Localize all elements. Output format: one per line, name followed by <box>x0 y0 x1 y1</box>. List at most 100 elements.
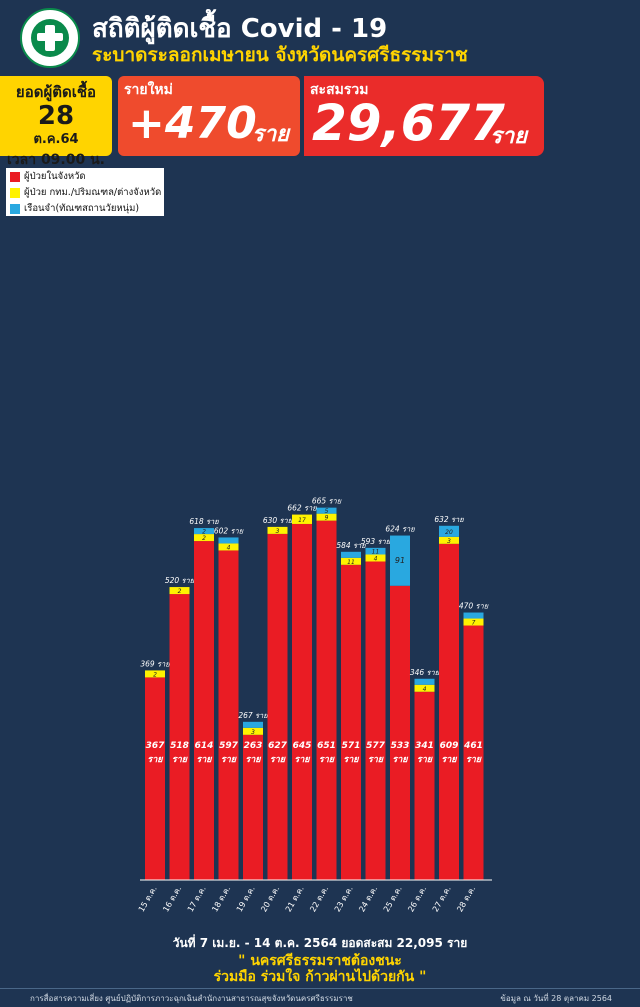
bar-red-10 <box>390 585 410 880</box>
date-box-time: เวลา 09.00 น. <box>6 152 105 168</box>
bar-yellow-4 <box>243 727 263 735</box>
bar-value-label-11: 341 <box>415 741 434 751</box>
bar-yellow-label-4: 3 <box>251 729 255 736</box>
x-tick-label-4: 19 ต.ค. <box>235 885 257 914</box>
bar-yellow-0 <box>145 670 165 678</box>
new-cases-value: +470 <box>128 98 257 149</box>
bar-total-label-8: 584 ราย <box>336 541 366 550</box>
total-cases-box: สะสมรวม 29,677 ราย <box>304 76 544 156</box>
bar-yellow-8 <box>341 557 361 565</box>
bar-blue-2 <box>194 528 214 535</box>
bar-unit-label-7: ราย <box>319 755 336 765</box>
bar-red-8 <box>341 564 361 880</box>
legend-swatch-red <box>10 171 20 182</box>
bar-unit-label-8: ราย <box>343 755 360 765</box>
bar-yellow-label-11: 4 <box>423 686 427 693</box>
bar-total-label-11: 346 ราย <box>410 668 440 677</box>
bar-blue-label-2: 2 <box>202 529 206 536</box>
bar-yellow-label-1: 2 <box>178 588 182 595</box>
x-tick-label-2: 17 ต.ค. <box>186 885 208 914</box>
total-cases-label: สะสมรวม <box>310 82 369 98</box>
bar-blue-10 <box>390 535 410 586</box>
bar-red-2 <box>194 541 214 880</box>
x-tick-label-5: 20 ต.ค. <box>259 885 281 914</box>
legend-item-prison: เรือนจำ(ทัณฑสถานวัยหนุ่ม) <box>10 201 164 216</box>
data-date: ข้อมูล ณ วันที่ 28 ตุลาคม 2564 <box>500 994 612 1003</box>
new-cases-unit: ราย <box>252 122 290 147</box>
bar-value-label-6: 645 <box>293 741 312 751</box>
legend-swatch-yellow <box>10 187 20 198</box>
bar-value-label-4: 263 <box>244 741 263 751</box>
bar-unit-label-10: ราย <box>392 755 409 765</box>
bar-yellow-9 <box>365 554 386 562</box>
bar-value-label-8: 571 <box>342 741 361 751</box>
bar-value-label-12: 609 <box>440 741 459 751</box>
bar-value-label-7: 651 <box>317 741 336 751</box>
ministry-logo <box>20 8 80 68</box>
date-box-heading: ยอดผู้ติดเชื้อ <box>15 83 97 101</box>
bar-unit-label-2: ราย <box>196 755 213 765</box>
bar-total-label-6: 662 ราย <box>287 504 317 513</box>
bar-yellow-2 <box>194 534 214 542</box>
bar-yellow-label-3: 4 <box>227 544 231 551</box>
bar-red-5 <box>267 533 288 880</box>
bar-blue-9 <box>365 547 386 555</box>
x-tick-label-8: 23 ต.ค. <box>333 885 355 914</box>
bar-red-6 <box>292 523 312 880</box>
x-tick-label-10: 25 ต.ค. <box>382 885 404 914</box>
bar-red-7 <box>316 520 337 880</box>
bar-yellow-13 <box>463 618 484 626</box>
bar-blue-label-12: 20 <box>445 529 453 536</box>
bar-total-label-1: 520 ราย <box>165 576 195 585</box>
bar-blue-12 <box>439 525 459 537</box>
bar-total-label-12: 632 ราย <box>434 515 464 524</box>
bar-unit-label-6: ราย <box>294 755 311 765</box>
bar-red-4 <box>243 734 263 880</box>
new-cases-box: รายใหม่ +470 ราย <box>118 76 300 156</box>
bar-unit-label-5: ราย <box>270 755 287 765</box>
legend-swatch-blue <box>10 203 20 214</box>
bar-value-label-9: 577 <box>366 741 386 751</box>
bar-total-label-2: 618 ราย <box>189 517 219 526</box>
x-tick-label-13: 28 ต.ค. <box>455 885 477 914</box>
bar-value-label-2: 614 <box>195 741 214 751</box>
bar-total-label-10: 624 ราย <box>385 525 415 534</box>
bar-yellow-5 <box>267 526 288 534</box>
x-tick-label-0: 15 ต.ค. <box>137 885 159 914</box>
total-cases-value: 29,677 <box>312 94 505 152</box>
bar-red-3 <box>218 550 239 880</box>
bar-yellow-label-9: 4 <box>374 555 378 562</box>
bar-blue-8 <box>341 551 361 558</box>
bar-yellow-3 <box>218 543 239 551</box>
bar-value-label-3: 597 <box>219 741 239 751</box>
bar-blue-3 <box>218 537 239 544</box>
summary-text: วันที่ 7 เม.ย. - 14 ต.ค. 2564 ยอดสะสม 22… <box>172 936 468 950</box>
x-tick-label-6: 21 ต.ค. <box>284 885 306 914</box>
bar-unit-label-9: ราย <box>368 755 385 765</box>
new-cases-label: รายใหม่ <box>124 82 173 98</box>
bar-yellow-label-5: 3 <box>276 528 280 535</box>
source-credit: การสื่อสารความเสี่ยง ศูนย์ปฏิบัติการภาวะ… <box>30 994 353 1003</box>
legend-label-prison: เรือนจำ(ทัณฑสถานวัยหนุ่ม) <box>24 203 140 214</box>
bar-unit-label-4: ราย <box>245 755 262 765</box>
bar-blue-label-9: 11 <box>372 549 380 556</box>
bar-total-label-5: 630 ราย <box>263 516 293 525</box>
x-tick-label-7: 22 ต.ค. <box>308 885 330 914</box>
bar-yellow-label-12: 3 <box>447 538 451 545</box>
bar-yellow-label-0: 2 <box>153 671 157 678</box>
bar-total-label-0: 369 ราย <box>140 659 170 668</box>
bar-total-label-3: 602 ราย <box>214 526 244 535</box>
bar-red-12 <box>439 543 459 880</box>
bar-value-label-13: 461 <box>463 741 483 751</box>
bar-yellow-label-8: 11 <box>347 559 355 566</box>
x-tick-label-11: 26 ต.ค. <box>406 885 428 914</box>
bar-yellow-1 <box>169 587 190 595</box>
bar-red-1 <box>169 594 190 880</box>
page-title: สถิติผู้ติดเชื้อ Covid - 19 <box>92 14 388 44</box>
bar-value-label-5: 627 <box>268 741 288 751</box>
bar-red-9 <box>365 561 386 880</box>
bar-blue-7 <box>316 507 337 514</box>
bar-unit-label-1: ราย <box>172 755 189 765</box>
bar-red-11 <box>414 691 435 880</box>
